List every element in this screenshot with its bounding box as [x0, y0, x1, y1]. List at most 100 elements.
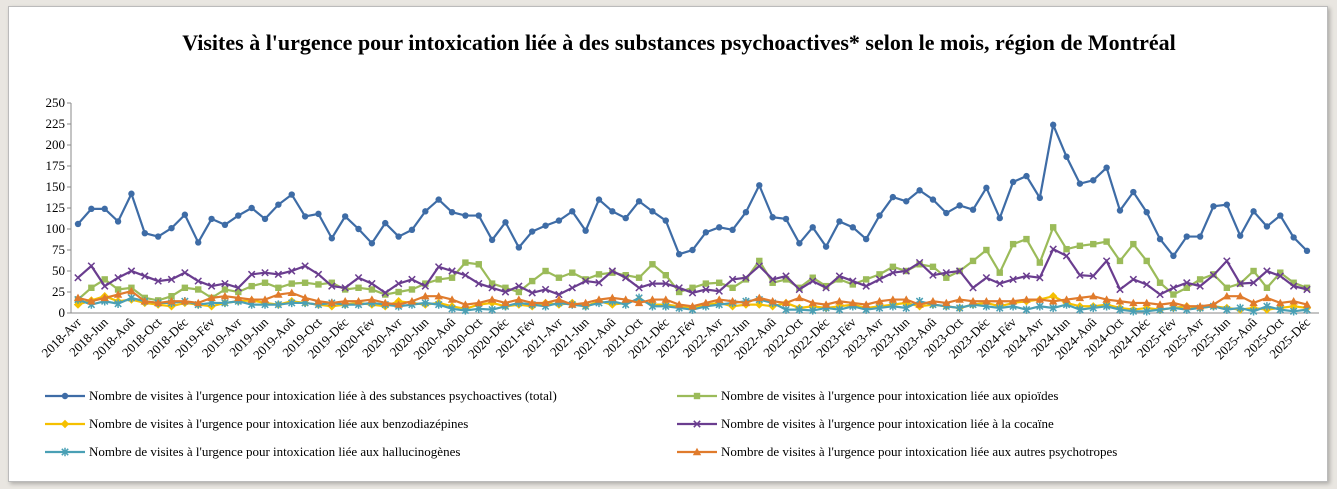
legend-item: Nombre de visites à l'urgence pour intox… — [677, 444, 1117, 459]
marker — [781, 298, 791, 307]
marker — [368, 286, 376, 293]
marker — [609, 208, 616, 215]
marker — [128, 190, 135, 197]
marker — [1116, 305, 1124, 314]
marker — [1156, 235, 1164, 243]
marker — [1103, 238, 1110, 245]
marker — [889, 268, 897, 277]
marker — [527, 298, 537, 307]
marker — [1143, 257, 1150, 265]
marker — [755, 293, 764, 302]
marker — [1076, 242, 1084, 249]
marker — [1130, 188, 1137, 196]
marker — [1223, 305, 1231, 314]
marker — [113, 290, 123, 298]
marker — [1156, 290, 1164, 299]
marker — [729, 226, 736, 234]
marker — [795, 305, 804, 314]
marker — [795, 285, 804, 294]
series — [74, 293, 1311, 316]
y-tick-label: 175 — [46, 158, 66, 173]
marker — [382, 219, 389, 227]
marker — [848, 298, 858, 307]
marker — [782, 276, 790, 283]
marker — [502, 284, 509, 291]
marker — [60, 419, 70, 429]
marker — [1290, 234, 1297, 241]
marker — [809, 224, 816, 231]
marker — [675, 284, 683, 292]
marker — [488, 284, 496, 292]
marker — [1009, 240, 1017, 248]
marker — [247, 295, 256, 303]
marker — [274, 300, 283, 309]
marker — [514, 295, 524, 303]
marker — [447, 295, 457, 303]
marker — [328, 279, 336, 286]
marker — [515, 288, 523, 296]
marker — [235, 212, 242, 219]
marker — [702, 280, 710, 287]
marker — [261, 215, 269, 223]
marker — [595, 279, 603, 287]
marker — [1076, 271, 1084, 279]
marker — [73, 293, 83, 302]
marker — [340, 297, 350, 305]
marker — [1223, 284, 1231, 291]
marker — [368, 240, 376, 247]
marker — [61, 447, 69, 457]
marker — [528, 228, 536, 235]
marker — [1250, 267, 1257, 275]
marker — [1076, 180, 1084, 187]
marker — [648, 302, 657, 311]
marker — [88, 284, 95, 291]
marker — [208, 215, 215, 223]
marker — [168, 224, 175, 232]
marker — [141, 272, 149, 280]
marker — [195, 239, 202, 246]
chart: 02550751001251501752002252502018-Avr2018… — [38, 95, 1319, 459]
marker — [1062, 295, 1071, 303]
marker — [649, 208, 656, 215]
marker — [61, 392, 69, 400]
marker — [876, 271, 883, 278]
marker — [1022, 305, 1031, 314]
marker — [487, 295, 497, 303]
marker — [582, 276, 589, 283]
marker — [101, 205, 108, 213]
marker — [621, 273, 630, 282]
marker — [836, 218, 843, 225]
marker — [1222, 292, 1232, 300]
marker — [274, 290, 283, 298]
marker — [1142, 298, 1151, 307]
marker — [528, 289, 536, 297]
marker — [849, 224, 857, 231]
marker — [181, 268, 189, 277]
marker — [1263, 284, 1271, 291]
marker — [555, 217, 563, 224]
marker — [581, 298, 590, 307]
marker — [996, 269, 1003, 276]
marker — [876, 212, 883, 219]
marker — [462, 259, 469, 266]
marker — [220, 292, 230, 300]
marker — [1289, 282, 1298, 290]
marker — [341, 286, 349, 293]
marker — [608, 293, 617, 302]
marker — [836, 276, 843, 283]
marker — [701, 298, 711, 307]
marker — [821, 300, 831, 308]
marker — [742, 273, 750, 282]
marker — [354, 273, 363, 282]
marker — [154, 233, 162, 240]
marker — [261, 279, 269, 286]
marker — [434, 292, 443, 300]
marker — [742, 209, 750, 216]
marker — [1183, 284, 1190, 291]
marker — [835, 297, 844, 305]
legend-label: Nombre de visites à l'urgence pour intox… — [89, 388, 557, 403]
marker — [515, 282, 523, 290]
marker — [662, 302, 670, 311]
marker — [1277, 269, 1284, 276]
marker — [702, 285, 710, 294]
